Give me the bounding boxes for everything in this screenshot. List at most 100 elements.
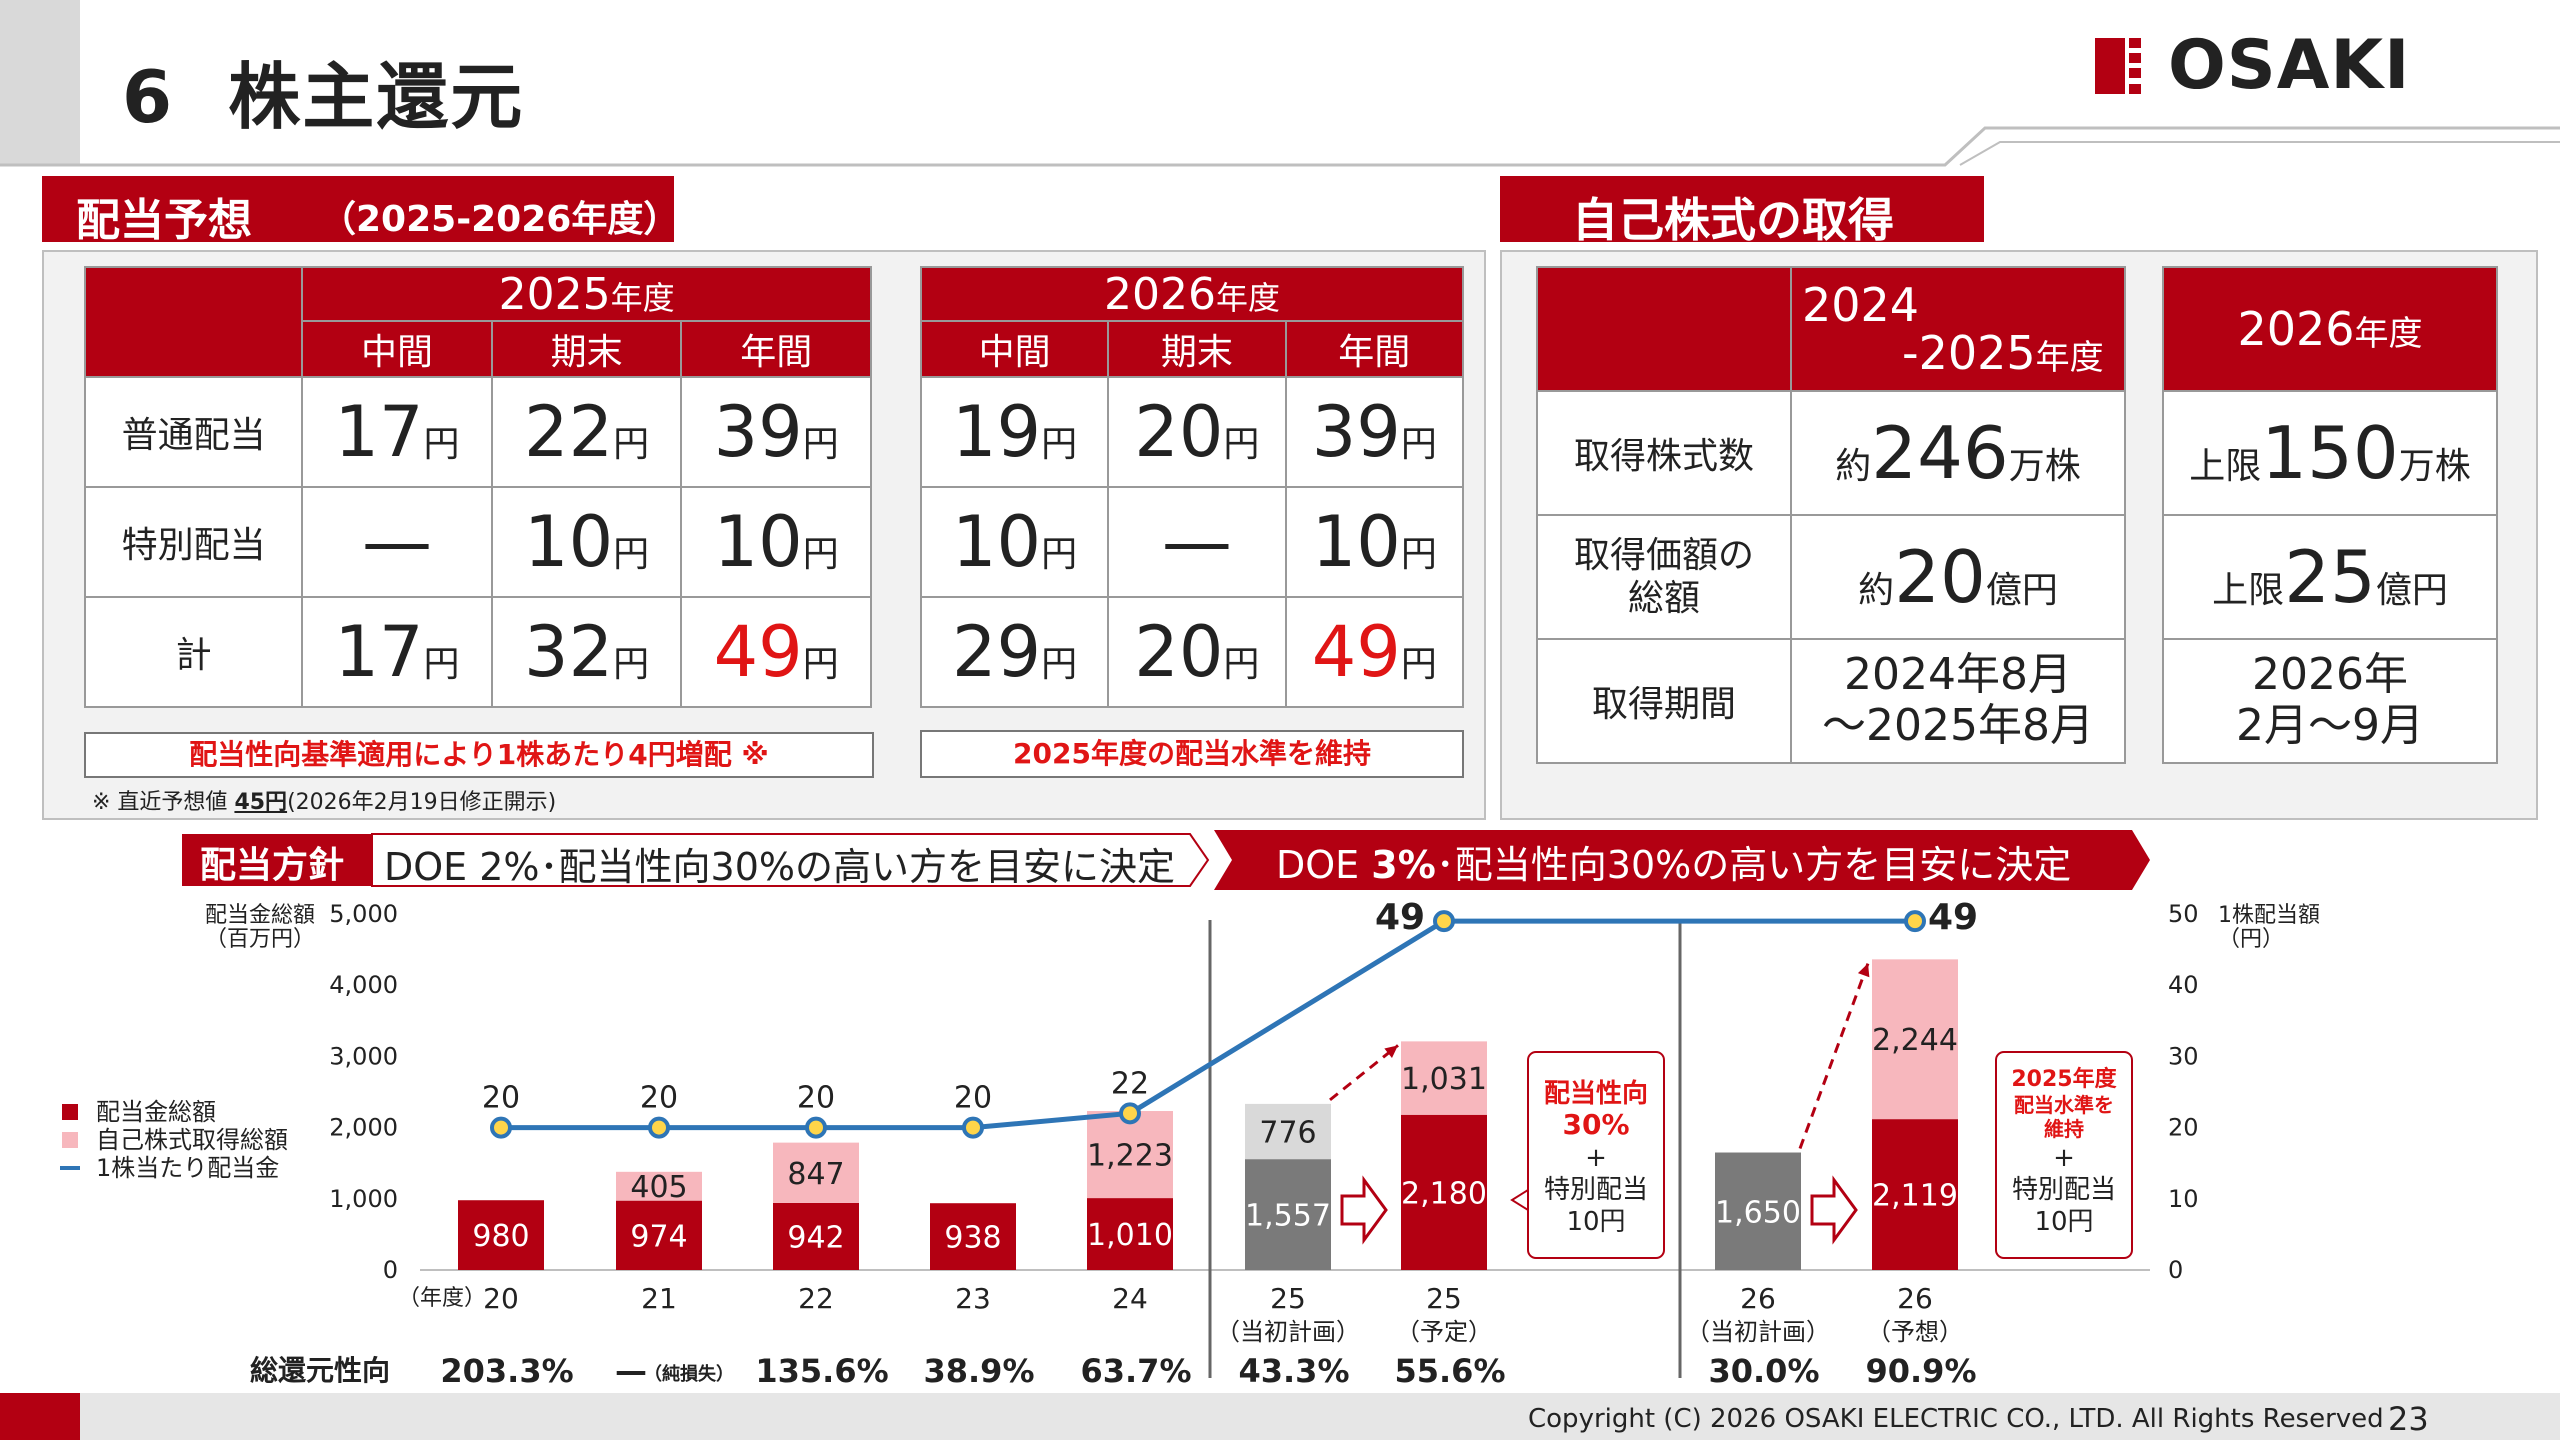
table-row: 取得期間 2024年8月 ～2025年8月	[1536, 638, 2126, 764]
dividend-bar-label: 974	[630, 1219, 687, 1254]
buyback-bar-label: 776	[1259, 1116, 1316, 1151]
dividend-bar	[458, 1200, 544, 1270]
annotation-text: 10円	[2034, 1207, 2093, 1237]
row-label: 特別配当	[83, 486, 304, 598]
x-axis-prefix: （年度）	[398, 1286, 486, 1311]
block-arrow	[1810, 1175, 1858, 1245]
table-corner	[83, 266, 304, 378]
right-tick-label: 20	[2168, 1114, 2199, 1142]
fy2024-2025-header: 2024 -2025年度	[1790, 266, 2126, 392]
dividend-bar-label: 1,010	[1087, 1218, 1173, 1253]
left-tick-label: 2,000	[329, 1114, 398, 1142]
total-return-value: —	[615, 1352, 647, 1390]
dividend-bar	[1245, 1159, 1331, 1270]
copyright: Copyright (C) 2026 OSAKI ELECTRIC CO., L…	[1528, 1404, 2384, 1434]
x-tick-label: 21	[641, 1282, 677, 1315]
dividend-bar	[1087, 1198, 1173, 1270]
col-interim: 中間	[919, 320, 1110, 378]
buyback-bar	[773, 1142, 859, 1203]
right-tick-label: 0	[2168, 1256, 2183, 1284]
plan-comparison-arrow	[1329, 1044, 1399, 1102]
dividend-bar-label: 1,650	[1715, 1195, 1801, 1230]
annotation-text: +	[1585, 1143, 1607, 1173]
buyback-bar	[1872, 959, 1958, 1120]
annotation-text: 30%	[1562, 1108, 1629, 1141]
legend-swatch-dividend	[62, 1104, 78, 1120]
dividend-bar-label: 2,180	[1401, 1176, 1487, 1211]
x-tick-label: 24	[1112, 1282, 1148, 1315]
table-row: 2026年 2月～9月	[2162, 638, 2498, 764]
page-number: 23	[2388, 1400, 2429, 1438]
x-tick-label: 25	[1426, 1282, 1462, 1315]
table-row: 29円 20円 49円	[919, 596, 1465, 708]
table-row: 普通配当 17円 22円 39円	[83, 376, 872, 488]
left-tick-label: 3,000	[329, 1042, 398, 1070]
dps-point	[1433, 910, 1455, 933]
table-corner	[1536, 266, 1792, 392]
company-logo: OSAKI	[2168, 26, 2411, 105]
fy2025-header: 2025年度	[301, 266, 872, 322]
table-row: 特別配当 — 10円 10円	[83, 486, 872, 598]
dps-label: 22	[1111, 1066, 1149, 1101]
buyback-bar-label: 405	[630, 1170, 687, 1205]
dividend-bar	[1872, 1119, 1958, 1270]
x-tick-label: 26	[1740, 1282, 1776, 1315]
policy-label: 配当方針	[200, 845, 345, 886]
shareholder-return-chart: 配当金総額（百万円）1株配当額（円）01,0002,0003,0004,0005…	[60, 897, 2320, 1390]
table-row: 上限150万株	[2162, 390, 2498, 516]
x-tick-sublabel: （予定）	[1396, 1318, 1492, 1346]
right-tick-label: 50	[2168, 900, 2199, 928]
legend-swatch-buyback	[62, 1132, 78, 1148]
dividend-bar	[930, 1203, 1016, 1270]
fy2026-header: 2026年度	[920, 266, 1464, 322]
annotation-text: 特別配当	[1544, 1175, 1648, 1205]
right-axis-title: 1株配当額	[2218, 903, 2320, 928]
col-year-end: 期末	[490, 320, 683, 378]
x-tick-label: 23	[955, 1282, 991, 1315]
buyback-bar	[1245, 1103, 1331, 1160]
annotation-box-25	[1527, 1051, 1665, 1259]
legend-label: 1株当たり配当金	[96, 1154, 279, 1182]
policy-new: DOE 3%･配当性向30%の高い方を目安に決定	[1276, 843, 2072, 887]
total-return-value: 43.3%	[1238, 1352, 1349, 1390]
row-label: 取得期間	[1536, 638, 1792, 764]
dividend-bar	[1715, 1152, 1801, 1270]
plan-comparison-arrow	[1798, 962, 1870, 1150]
dps-point	[805, 1116, 827, 1139]
col-annual: 年間	[680, 320, 872, 378]
total-return-value: 203.3%	[440, 1352, 573, 1390]
fy2025-note: 配当性向基準適用により1株あたり4円増配 ※	[84, 732, 874, 778]
x-tick-label: 22	[798, 1282, 834, 1315]
annotation-text: 2025年度	[2011, 1066, 2117, 1092]
dividend-forecast-title: 配当予想 （2025-2026年度）	[42, 176, 679, 246]
total-return-value: 55.6%	[1394, 1352, 1505, 1390]
annotation-text: +	[2053, 1143, 2075, 1173]
x-tick-sublabel: （当初計画）	[1686, 1318, 1830, 1346]
dividend-bar-label: 2,119	[1872, 1179, 1958, 1214]
dps-label: 20	[954, 1081, 992, 1116]
header-side-strip	[0, 0, 80, 165]
policy-current: DOE 2%･配当性向30%の高い方を目安に決定	[384, 845, 1176, 889]
header-rule	[0, 126, 2560, 167]
col-annual: 年間	[1284, 320, 1465, 378]
row-label: 取得株式数	[1536, 390, 1792, 516]
dividend-bar-label: 942	[787, 1220, 844, 1255]
row-label: 計	[83, 596, 304, 708]
dividend-bar	[616, 1200, 702, 1270]
left-axis-title: 配当金総額	[205, 903, 315, 928]
table-row: 取得株式数 約246万株	[1536, 390, 2126, 516]
total-return-note: （純損失）	[644, 1363, 734, 1385]
total-return-value: 30.0%	[1708, 1352, 1819, 1390]
annotation-text: 特別配当	[2012, 1175, 2116, 1205]
annotation-text: 維持	[2044, 1117, 2084, 1141]
total-return-value: 135.6%	[755, 1352, 888, 1390]
table-row: 上限25億円	[2162, 514, 2498, 640]
buyback-table-2026: 2026年度 上限150万株 上限25億円 2026年 2月～9月	[2162, 266, 2498, 764]
right-tick-label: 10	[2168, 1185, 2199, 1213]
dps-label: 20	[640, 1081, 678, 1116]
annotation-text: 配当性向	[1544, 1078, 1648, 1109]
col-interim: 中間	[301, 320, 493, 378]
x-tick-label: 20	[483, 1282, 519, 1315]
legend-label: 自己株式取得総額	[96, 1126, 288, 1154]
left-tick-label: 5,000	[329, 900, 398, 928]
